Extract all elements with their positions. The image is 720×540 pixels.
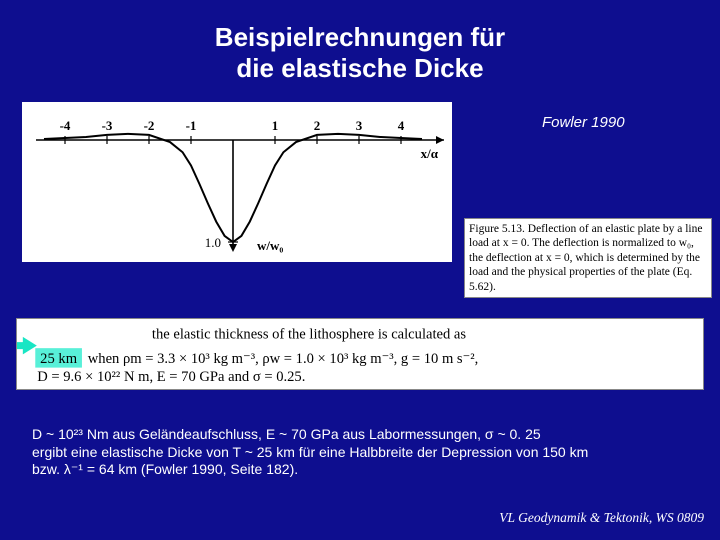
svg-text:2: 2 xyxy=(314,118,321,133)
notes-block: D ~ 10²³ Nm aus Geländeaufschluss, E ~ 7… xyxy=(32,426,682,479)
text-excerpt: 25 km the elastic thickness of the lithos… xyxy=(16,318,704,390)
figure-caption: Figure 5.13. Deflection of an elastic pl… xyxy=(464,218,712,298)
excerpt-svg: 25 km the elastic thickness of the lithos… xyxy=(17,319,703,389)
svg-text:w/w₀: w/w₀ xyxy=(257,238,283,253)
notes-line3: bzw. λ⁻¹ = 64 km (Fowler 1990, Seite 182… xyxy=(32,461,298,477)
svg-text:3: 3 xyxy=(356,118,363,133)
citation: Fowler 1990 xyxy=(542,114,625,131)
svg-text:-4: -4 xyxy=(60,118,71,133)
svg-text:-2: -2 xyxy=(144,118,155,133)
notes-line2: ergibt eine elastische Dicke von T ~ 25 … xyxy=(32,444,588,460)
title-line2: die elastische Dicke xyxy=(236,53,483,83)
svg-text:when ρm = 3.3 × 10³ kg m⁻³, ρw: when ρm = 3.3 × 10³ kg m⁻³, ρw = 1.0 × 1… xyxy=(88,351,479,367)
deflection-plot: -4 -3 -2 -1 1 2 3 4 x/α 1.0 w/w₀ xyxy=(22,102,452,262)
plot-svg: -4 -3 -2 -1 1 2 3 4 x/α 1.0 w/w₀ xyxy=(22,102,452,262)
svg-text:-3: -3 xyxy=(102,118,113,133)
svg-text:4: 4 xyxy=(398,118,405,133)
svg-text:25 km: 25 km xyxy=(40,351,78,367)
footer-citation: VL Geodynamik & Tektonik, WS 0809 xyxy=(499,510,704,526)
svg-text:the elastic thickness of the l: the elastic thickness of the lithosphere… xyxy=(152,326,466,342)
svg-text:1: 1 xyxy=(272,118,279,133)
notes-line1: D ~ 10²³ Nm aus Geländeaufschluss, E ~ 7… xyxy=(32,426,541,442)
svg-text:-1: -1 xyxy=(186,118,197,133)
svg-text:D = 9.6 × 10²² N m, E = 70 GPa: D = 9.6 × 10²² N m, E = 70 GPa and σ = 0… xyxy=(37,369,305,385)
title-line1: Beispielrechnungen für xyxy=(215,22,505,52)
page-title: Beispielrechnungen für die elastische Di… xyxy=(0,0,720,84)
svg-text:x/α: x/α xyxy=(421,146,439,161)
svg-text:1.0: 1.0 xyxy=(205,235,221,250)
